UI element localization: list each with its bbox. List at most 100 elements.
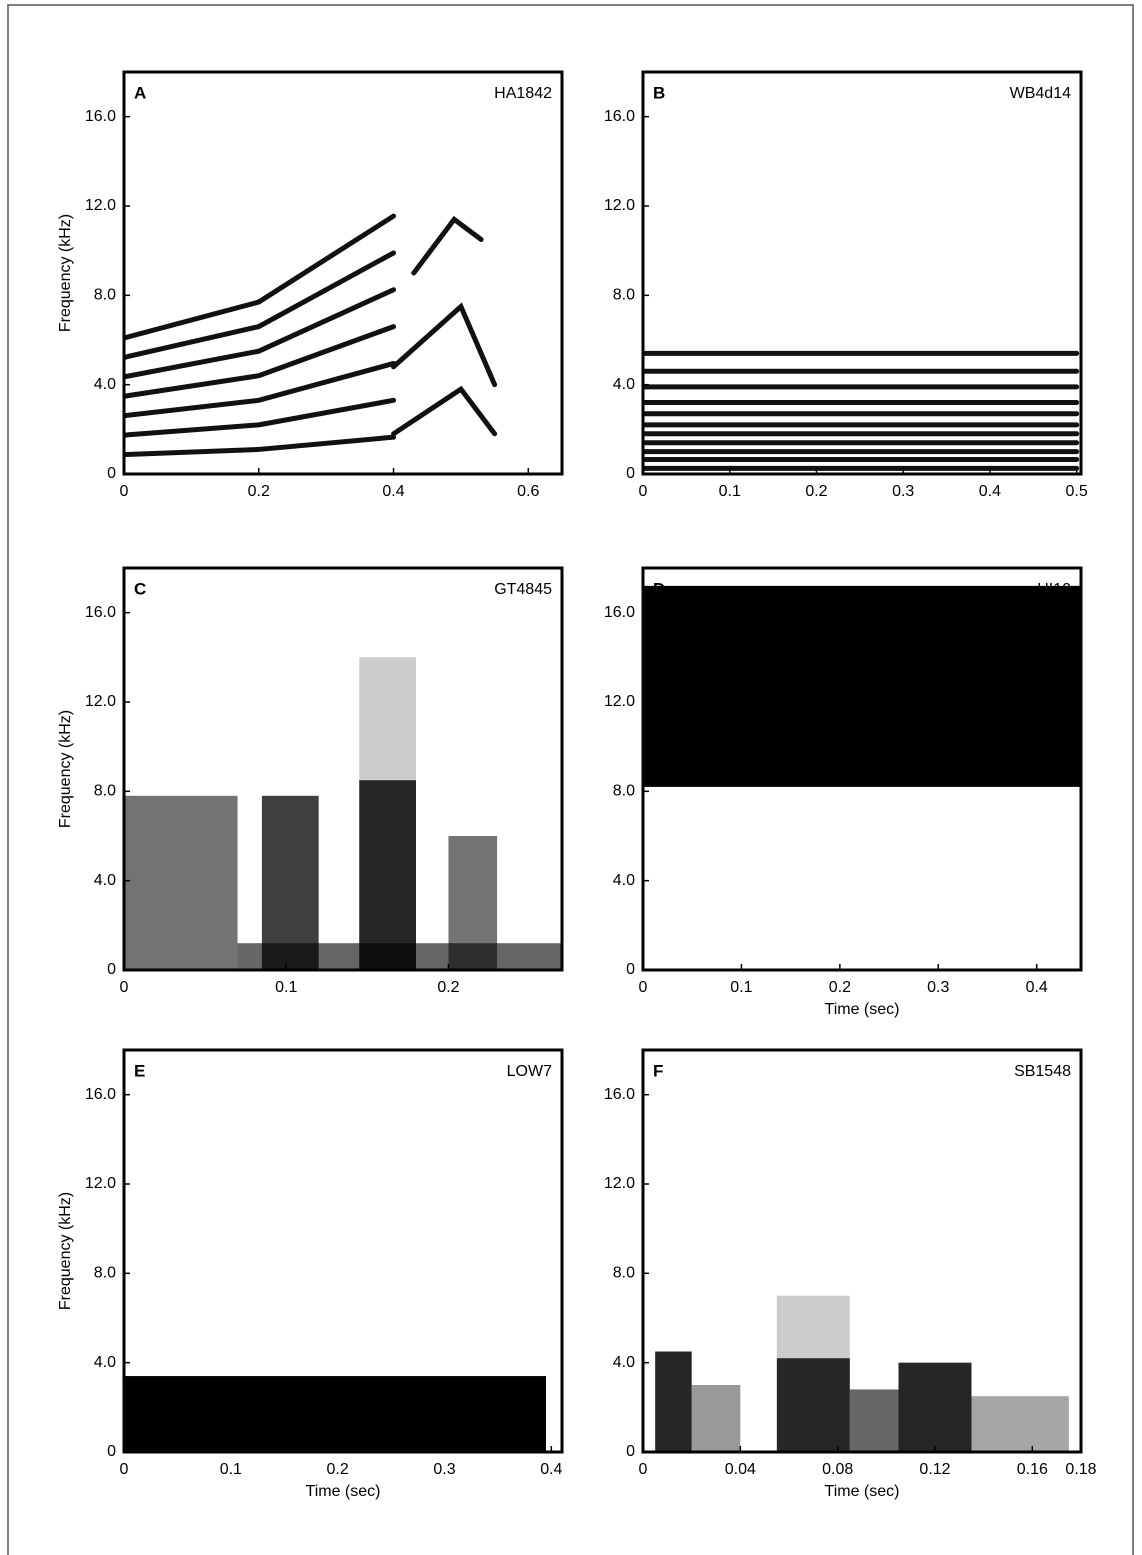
x-tick-label: 0.2 [805,483,827,500]
x-tick-label: 0.1 [719,483,741,500]
page-border [7,4,1134,1555]
x-tick-label: 0.16 [1017,1461,1048,1478]
harmonic [411,215,484,276]
noise-band [359,780,416,970]
noise-band [124,1376,546,1452]
y-tick-label: 0 [107,1443,116,1460]
y-tick-label: 8.0 [613,1265,635,1282]
plot-area [124,1376,546,1452]
recording-code: WB4d14 [1010,85,1071,102]
noise-band [359,657,416,781]
x-axis-label: Time (sec) [306,1483,381,1500]
noise-band [655,1351,692,1452]
panel-letter: F [653,1061,663,1080]
x-tick-label: 0.2 [327,1461,349,1478]
x-tick-label: 0.1 [275,979,297,996]
panel-letter: A [134,83,146,102]
y-axis-label: Frequency (kHz) [57,710,74,828]
panel-letter: E [134,1061,145,1080]
y-tick-label: 16.0 [85,604,116,621]
y-tick-label: 12.0 [85,1175,116,1192]
x-tick-label: 0 [120,1461,129,1478]
y-tick-label: 8.0 [613,783,635,800]
x-axis-label: Time (sec) [825,1483,900,1500]
x-axis-label: Time (sec) [825,1001,900,1018]
panel-letter: D [653,579,665,598]
x-tick-label: 0 [639,483,648,500]
y-tick-label: 8.0 [94,783,116,800]
noise-band [776,1358,850,1452]
y-tick-label: 0 [107,465,116,482]
noise-band [898,1362,972,1452]
x-tick-label: 0.2 [437,979,459,996]
y-tick-label: 12.0 [85,197,116,214]
y-tick-label: 4.0 [94,872,116,889]
plot-frame [122,566,564,972]
harmonic [124,434,397,458]
noise-band [849,1389,899,1452]
harmonic [124,287,397,380]
x-tick-label: 0 [639,979,648,996]
x-tick-label: 0.4 [979,483,1001,500]
y-tick-label: 12.0 [604,1175,635,1192]
y-tick-label: 16.0 [604,604,635,621]
y-tick-label: 0 [107,961,116,978]
y-tick-label: 8.0 [613,287,635,304]
y-tick-label: 0 [626,465,635,482]
harmonic [124,213,397,341]
noise-band [776,1295,850,1359]
panel-letter: B [653,83,665,102]
plot-frame [641,70,1083,476]
panel-letter: C [134,579,146,598]
y-tick-label: 8.0 [94,287,116,304]
x-tick-label: 0.18 [1065,1461,1096,1478]
x-tick-label: 0.04 [725,1461,756,1478]
noise-band [124,795,238,970]
plot-area [124,213,498,458]
x-tick-label: 0.2 [829,979,851,996]
x-tick-label: 0.5 [1066,483,1088,500]
x-tick-label: 0.3 [892,483,914,500]
y-tick-label: 4.0 [613,376,635,393]
x-tick-label: 0 [120,483,129,500]
plot-frame [641,566,1083,972]
x-tick-label: 0.2 [248,483,270,500]
plot-area [655,1295,1069,1452]
y-tick-label: 0 [626,1443,635,1460]
plot-area [643,350,1080,471]
y-tick-label: 4.0 [94,1354,116,1371]
recording-code: LOW7 [507,1063,552,1080]
x-tick-label: 0.3 [433,1461,455,1478]
x-tick-label: 0.4 [382,483,404,500]
y-tick-label: 12.0 [85,693,116,710]
plot-area [124,657,562,970]
recording-code: HI10 [1037,581,1071,598]
y-tick-label: 4.0 [613,872,635,889]
noise-band [643,585,1081,787]
noise-band [261,795,319,970]
x-tick-label: 0.12 [919,1461,950,1478]
x-tick-label: 0.1 [730,979,752,996]
noise-band [691,1385,741,1452]
recording-code: HA1842 [494,85,552,102]
x-tick-label: 0.1 [220,1461,242,1478]
noise-band [971,1396,1069,1452]
x-tick-label: 0.08 [822,1461,853,1478]
x-tick-label: 0.6 [517,483,539,500]
y-tick-label: 16.0 [604,1086,635,1103]
plot-frame [641,1048,1083,1454]
y-tick-label: 4.0 [94,376,116,393]
harmonic [124,397,397,438]
y-tick-label: 0 [626,961,635,978]
plot-frame [122,1048,564,1454]
y-tick-label: 16.0 [85,108,116,125]
recording-code: SB1548 [1014,1063,1071,1080]
harmonic [124,360,397,419]
y-tick-label: 16.0 [604,108,635,125]
recording-code: GT4845 [494,581,552,598]
x-tick-label: 0.3 [927,979,949,996]
y-tick-label: 8.0 [94,1265,116,1282]
x-tick-label: 0 [639,1461,648,1478]
y-axis-label: Frequency (kHz) [57,1192,74,1310]
